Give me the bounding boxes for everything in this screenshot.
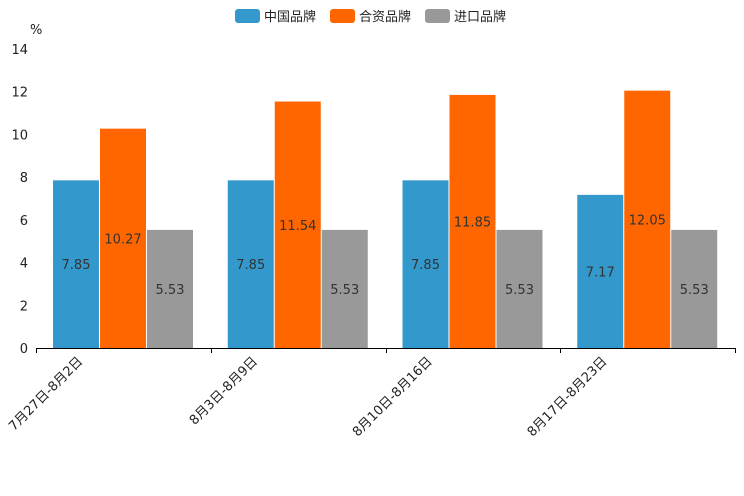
data-label: 11.54 [279,219,316,234]
data-label: 5.53 [680,283,709,298]
legend: 中国品牌 合资品牌 进口品牌 [235,9,506,25]
bar [496,229,543,348]
data-label: 5.53 [505,283,534,298]
y-tick-label: 14 [11,43,28,58]
legend-label[interactable]: 进口品牌 [454,9,506,25]
bar [53,180,99,348]
bar [402,180,449,348]
data-label: 7.85 [411,258,440,273]
data-label: 7.85 [62,258,91,273]
legend-label[interactable]: 合资品牌 [359,9,411,25]
bar [321,229,368,348]
data-label: 12.05 [629,213,666,228]
legend-swatch[interactable] [425,9,450,23]
y-tick-label: 2 [20,299,28,314]
bar [274,101,321,348]
data-label: 7.85 [236,258,265,273]
bar [100,128,146,348]
data-label: 10.27 [104,232,141,247]
data-label: 5.53 [330,283,359,298]
legend-swatch[interactable] [330,9,355,23]
y-tick-label: 6 [20,214,28,229]
x-tick-label: 8月10日-8月16日 [350,354,436,440]
y-tick-label: 4 [20,257,28,272]
x-axis: 7月27日-8月2日 8月3日-8月9日 8月10日-8月16日 8月17日-8月23… [6,348,736,440]
y-tick-label: 0 [20,342,28,357]
legend-label[interactable]: 中国品牌 [264,9,316,25]
x-tick-label: 8月3日-8月9日 [187,354,261,428]
y-tick-label: 12 [11,86,28,101]
y-tick-label: 8 [20,171,28,186]
data-label: 5.53 [156,283,185,298]
bar [671,229,718,348]
bars: 7.85 10.27 5.53 7.85 11.54 5.53 7.85 11.85 5.53 7… [53,90,718,349]
data-label: 7.17 [586,265,615,280]
y-axis: 0 2 4 6 8 10 12 14 [11,43,28,357]
bar [577,194,624,348]
x-tick-label: 7月27日-8月2日 [6,354,86,434]
y-axis-unit-label: % [30,23,42,38]
bar [227,180,274,348]
legend-swatch[interactable] [235,9,260,23]
x-tick-label: 8月17日-8月23日 [525,354,611,440]
data-label: 11.85 [454,215,491,230]
bar [147,229,193,348]
bar [449,94,496,349]
bar [624,90,671,349]
y-tick-label: 10 [11,128,28,143]
